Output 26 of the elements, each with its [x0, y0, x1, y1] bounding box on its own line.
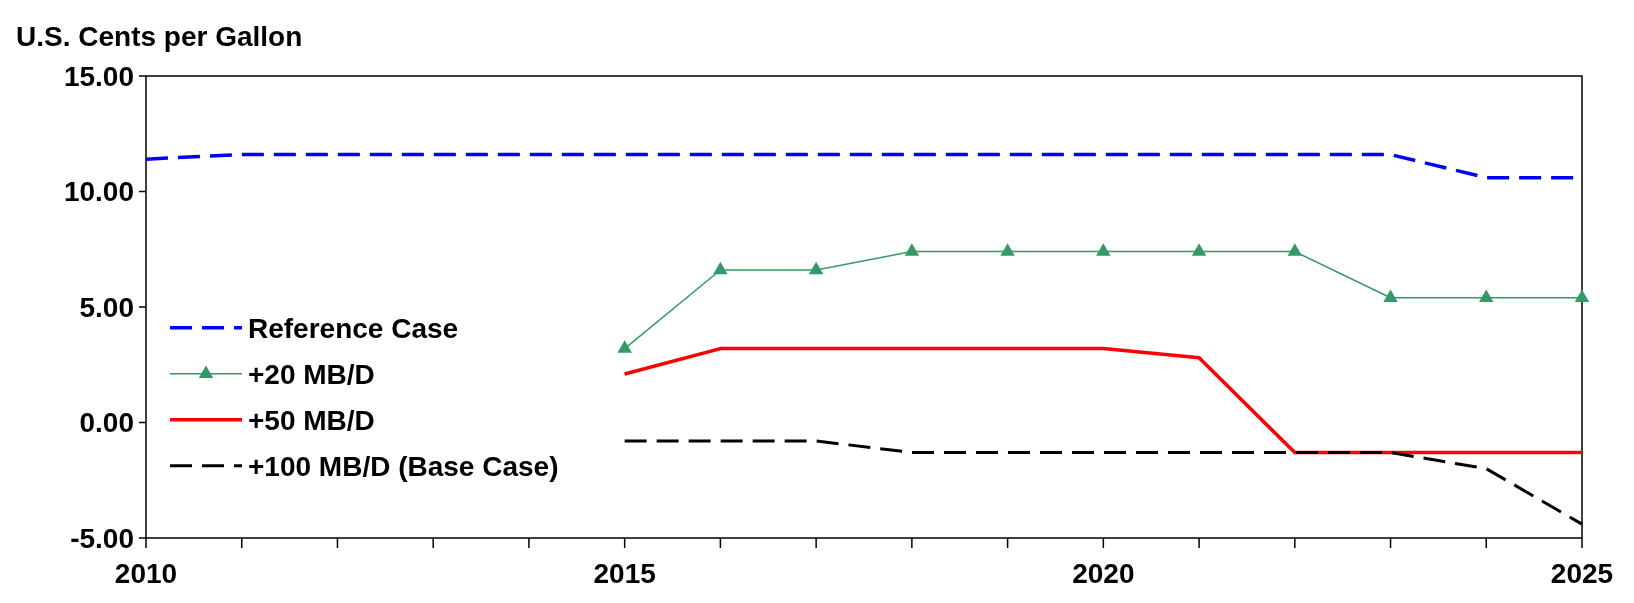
y-tick-label: 5.00	[79, 291, 134, 323]
point	[1479, 289, 1494, 302]
point	[1191, 243, 1207, 256]
legend-label: +100 MB/D (Base Case)	[248, 450, 559, 482]
legend-label: +50 MB/D	[248, 404, 375, 436]
point	[1574, 289, 1590, 302]
y-tick-label: 15.00	[63, 60, 134, 92]
point	[713, 261, 728, 275]
point	[904, 243, 920, 256]
point	[1000, 243, 1015, 256]
point	[1287, 243, 1303, 256]
point	[617, 340, 632, 353]
x-tick-label: 2010	[114, 558, 178, 589]
point	[808, 261, 824, 275]
x-tick-label: 2025	[1550, 558, 1614, 589]
x-tick-label: 2015	[593, 558, 656, 589]
legend-label: Reference Case	[248, 312, 459, 344]
x-tick-label: 2020	[1072, 558, 1135, 589]
y-tick-label: 10.00	[63, 176, 134, 208]
line-series	[622, 346, 1584, 455]
point	[1383, 289, 1398, 302]
legend-label: +20 MB/D	[248, 358, 375, 390]
y-axis-title: U.S. Cents per Gallon	[16, 21, 303, 52]
point	[1096, 243, 1111, 256]
y-tick-label: 0.00	[79, 407, 134, 439]
y-tick-label: -5.00	[70, 522, 134, 554]
